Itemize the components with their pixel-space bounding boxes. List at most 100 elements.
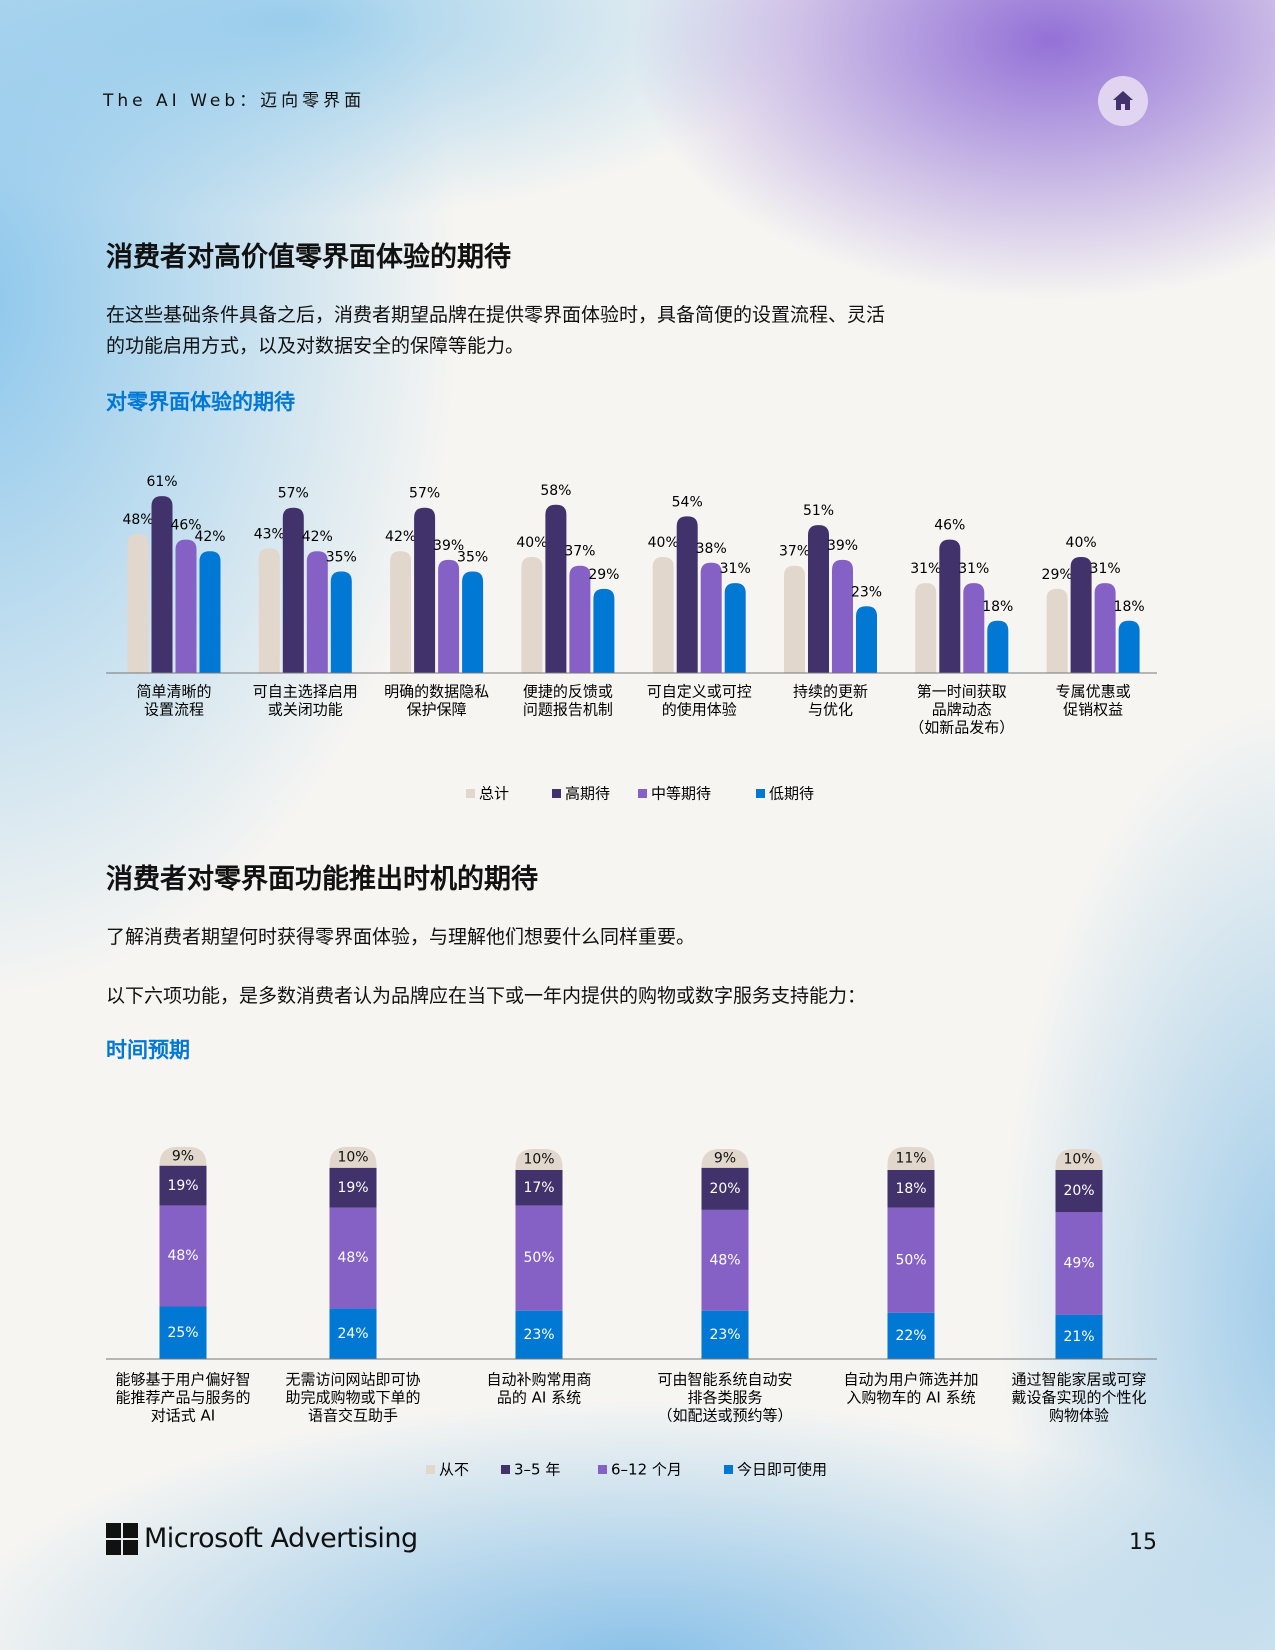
- bar: [462, 571, 484, 673]
- bar-segment: [887, 1170, 935, 1208]
- value-label: 31%: [720, 561, 751, 577]
- legend-swatch: [598, 1465, 607, 1474]
- home-icon: [1113, 91, 1133, 110]
- value-label: 43%: [254, 526, 285, 542]
- value-label: 23%: [523, 1327, 554, 1343]
- x-tick-label: 助完成购物或下单的: [285, 1389, 420, 1407]
- value-label: 9%: [714, 1150, 736, 1166]
- value-label: 10%: [523, 1152, 554, 1168]
- value-label: 39%: [827, 538, 858, 554]
- bar: [963, 583, 985, 673]
- bar-segment: [159, 1205, 207, 1307]
- bar-segment: [329, 1167, 377, 1208]
- x-tick-label: 品的 AI 系统: [497, 1389, 581, 1407]
- value-label: 25%: [167, 1325, 198, 1341]
- x-tick-label: 或关闭功能: [268, 701, 343, 719]
- x-tick-label: （如配送或预约等）: [657, 1407, 792, 1425]
- value-label: 48%: [709, 1252, 740, 1268]
- bar-segment: [329, 1207, 377, 1309]
- paragraph: 以下六项功能，是多数消费者认为品牌应在当下或一年内提供的购物或数字服务支持能力：: [106, 985, 867, 1007]
- bar: [569, 565, 591, 673]
- bar-segment: [1055, 1170, 1103, 1212]
- bar-segment: [515, 1310, 563, 1359]
- bar-segment: [701, 1167, 749, 1210]
- value-label: 46%: [170, 518, 201, 534]
- bar-segment: [887, 1207, 935, 1313]
- value-label: 37%: [564, 544, 595, 560]
- value-label: 48%: [337, 1250, 368, 1266]
- header-title: The AI Web：迈向零界面: [103, 91, 366, 111]
- legend-swatch: [426, 1465, 435, 1474]
- value-label: 50%: [523, 1250, 554, 1266]
- bar-segment: [1055, 1314, 1103, 1359]
- bar: [151, 496, 173, 673]
- page-number: 15: [1129, 1530, 1157, 1555]
- value-label: 58%: [540, 483, 571, 499]
- section-title: 消费者对高价值零界面体验的期待: [106, 242, 511, 273]
- bar: [127, 533, 149, 673]
- x-tick-label: 的使用体验: [662, 701, 737, 719]
- chart: 48%61%46%42%简单清晰的设置流程43%57%42%35%可自主选择启用…: [106, 474, 1157, 803]
- value-label: 31%: [958, 561, 989, 577]
- bar-segment: [701, 1310, 749, 1359]
- bar-segment: [701, 1209, 749, 1311]
- brand-logo: [106, 1523, 138, 1555]
- bar: [987, 620, 1009, 673]
- section-title: 消费者对零界面功能推出时机的期待: [106, 864, 538, 895]
- bar: [784, 565, 805, 673]
- home-button[interactable]: [1097, 75, 1149, 127]
- bar: [1094, 583, 1116, 673]
- chart-title: 对零界面体验的期待: [106, 390, 295, 414]
- value-label: 35%: [457, 550, 488, 566]
- bar: [1118, 620, 1140, 673]
- value-label: 9%: [172, 1148, 194, 1164]
- value-label: 35%: [326, 550, 357, 566]
- value-label: 23%: [709, 1327, 740, 1343]
- value-label: 54%: [672, 494, 703, 510]
- bar: [258, 548, 280, 673]
- value-label: 39%: [433, 538, 464, 554]
- value-label: 17%: [523, 1180, 554, 1196]
- legend-label: 高期待: [565, 785, 610, 803]
- bar: [832, 559, 853, 673]
- brand-name: Microsoft Advertising: [144, 1523, 418, 1554]
- bar: [724, 583, 746, 673]
- x-tick-label: 能推荐产品与服务的: [115, 1389, 250, 1407]
- legend-label: 总计: [479, 785, 509, 803]
- x-tick-label: 问题报告机制: [523, 701, 613, 719]
- x-tick-label: （如新品发布）: [909, 719, 1014, 737]
- legend-label: 3–5 年: [514, 1461, 560, 1479]
- x-tick-label: 与优化: [808, 701, 853, 719]
- x-tick-label: 持续的更新: [793, 683, 868, 701]
- value-label: 40%: [648, 535, 679, 551]
- bar: [1070, 557, 1092, 673]
- legend-swatch: [756, 789, 765, 798]
- x-tick-label: 语音交互助手: [308, 1407, 398, 1425]
- legend-swatch: [638, 789, 647, 798]
- bar: [521, 557, 543, 673]
- legend-swatch: [466, 789, 475, 798]
- paragraph: 在这些基础条件具备之后，消费者期望品牌在提供零界面体验时，具备简便的设置流程、灵…: [106, 304, 886, 357]
- value-label: 61%: [146, 474, 177, 490]
- value-label: 31%: [1090, 561, 1121, 577]
- x-tick-label: 可自主选择启用: [253, 683, 358, 701]
- value-label: 19%: [337, 1180, 368, 1196]
- bar: [676, 516, 698, 673]
- value-label: 10%: [1063, 1152, 1094, 1168]
- x-tick-label: 品牌动态: [932, 701, 992, 719]
- bar: [175, 539, 197, 673]
- value-label: 22%: [895, 1328, 926, 1344]
- value-label: 20%: [1063, 1183, 1094, 1199]
- bar: [700, 562, 722, 673]
- x-tick-label: 购物体验: [1049, 1407, 1109, 1425]
- x-tick-label: 可由智能系统自动安: [657, 1371, 792, 1389]
- bar: [330, 571, 352, 673]
- legend-label: 中等期待: [651, 785, 711, 803]
- legend-label: 低期待: [769, 785, 814, 803]
- x-tick-label: 戴设备实现的个性化: [1011, 1389, 1146, 1407]
- x-tick-label: 能够基于用户偏好智: [115, 1371, 250, 1389]
- value-label: 49%: [1063, 1255, 1094, 1271]
- value-label: 42%: [302, 529, 333, 545]
